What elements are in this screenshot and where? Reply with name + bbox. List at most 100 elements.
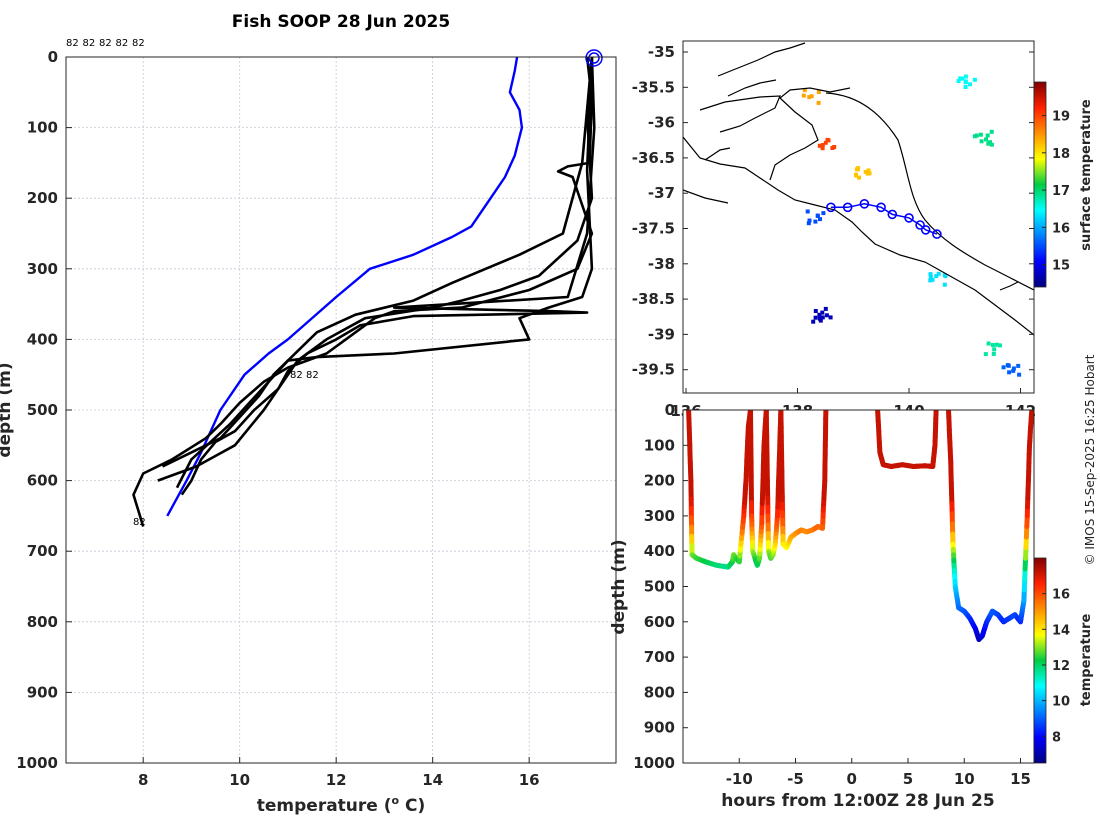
profile-id-label: 82	[66, 38, 79, 49]
sst-pixel	[807, 218, 812, 223]
profile-id-label: 82	[116, 38, 129, 49]
profile-inline-label: 82	[306, 370, 319, 381]
sst-pixel	[828, 315, 833, 320]
y-tick-label: 800	[644, 683, 675, 701]
track-point	[826, 202, 836, 213]
x-tick-label: 5	[903, 770, 913, 788]
y-tick-label: 400	[27, 330, 58, 348]
x-tick-label: 10	[229, 771, 250, 789]
sst-pixel	[942, 282, 947, 287]
profile-panel: 82 82 82 82 82 82 82 82 8 10 12 14 1601002003004…	[0, 38, 617, 816]
profile-id-label: 82	[83, 38, 96, 49]
sst-pixel	[821, 211, 826, 216]
sst-pixel	[972, 134, 977, 139]
x-tick-label: 10	[954, 770, 975, 788]
y-tick-label: 100	[644, 436, 675, 454]
sst-pixel	[988, 140, 992, 145]
sst-pixel	[991, 351, 996, 356]
sst-pixel	[994, 342, 999, 347]
colorbar-tick-label: 15	[1052, 259, 1070, 274]
y-tick-label: -35	[648, 43, 675, 61]
map-panel: 136138140142-35-35.5-36-36.5-37-37.5-38-…	[632, 40, 1094, 420]
sst-pixel	[811, 319, 816, 324]
sst-patches	[801, 74, 1022, 377]
sst-pixel	[1005, 363, 1010, 368]
y-tick-label: 600	[27, 472, 58, 490]
x-tick-label: 14	[422, 771, 443, 789]
sst-pixel	[817, 143, 822, 148]
sst-pixel	[928, 278, 933, 283]
track-point	[915, 220, 925, 230]
y-tick-label: 400	[644, 542, 675, 560]
track-point	[887, 209, 898, 220]
sst-pixel	[825, 137, 830, 142]
sst-pixel	[989, 129, 994, 134]
sst-pixel	[816, 100, 821, 105]
colorbar-tick-label: 10	[1052, 695, 1070, 710]
x-tick-label: 16	[519, 771, 540, 789]
track-point	[842, 202, 853, 213]
y-tick-label: 700	[644, 648, 675, 666]
section-colorbar-label: temperature	[1079, 614, 1094, 707]
colorbar-tick-label: 18	[1052, 147, 1070, 162]
profile-grid	[66, 56, 616, 764]
y-tick-label: -39	[648, 325, 675, 343]
coastline	[683, 42, 1034, 336]
profile-x-label: temperature (o C)	[257, 794, 426, 816]
y-tick-label: 900	[644, 719, 675, 737]
y-tick-label: -37.5	[632, 220, 675, 238]
start-marker	[585, 49, 603, 67]
series-profile-b	[180, 57, 594, 496]
sst-pixel	[815, 213, 820, 218]
map-colorbar: 15 16 17 18 19	[1033, 81, 1070, 288]
sst-pixel	[823, 140, 828, 145]
profile-ticks: 8 10 12 14 16 0 100 200 300 400 500 600 700 800 900 100…	[16, 48, 539, 789]
sst-pixel	[983, 352, 988, 357]
y-tick-label: -39.5	[632, 361, 675, 379]
sst-pixel	[928, 272, 933, 277]
sst-pixel	[813, 219, 818, 224]
sst-pixel	[1007, 370, 1012, 375]
track-point	[920, 225, 931, 235]
sst-pixel	[866, 168, 871, 173]
sst-pixel	[930, 277, 935, 282]
y-tick-label: 0	[665, 401, 675, 419]
y-tick-label: -36.5	[632, 149, 675, 167]
sst-pixel	[968, 82, 972, 87]
sst-pixel	[934, 274, 939, 279]
y-tick-label: 200	[644, 472, 675, 490]
series-profile-d	[157, 57, 596, 482]
sst-pixel	[813, 309, 818, 313]
x-tick-label: 12	[326, 771, 347, 789]
sst-pixel	[820, 146, 825, 151]
sst-pixel	[807, 95, 812, 100]
track-point	[859, 199, 870, 209]
sst-pixel	[1016, 363, 1021, 368]
sst-pixel	[818, 217, 822, 222]
sst-pixel	[989, 142, 994, 147]
sst-pixel	[802, 88, 807, 93]
x-tick-label: 8	[138, 771, 148, 789]
series-profile-c	[175, 57, 594, 489]
sst-pixel	[823, 306, 828, 311]
x-tick-label: -5	[787, 770, 804, 788]
sst-pixel	[809, 94, 814, 99]
sst-pixel	[805, 209, 810, 214]
sst-pixel	[985, 133, 990, 138]
x-tick-label: 15	[1010, 770, 1031, 788]
sst-pixel	[972, 77, 977, 82]
profile-id-label: 82	[99, 38, 112, 49]
profile-id-label: 82	[132, 38, 145, 49]
y-tick-label: -38	[648, 255, 675, 273]
y-tick-label: 0	[48, 48, 58, 66]
profile-inline-label: 82	[290, 370, 303, 381]
dive-tracks	[686, 410, 1034, 642]
sst-pixel	[1001, 365, 1006, 370]
chart-title: Fish SOOP 28 Jun 2025	[232, 12, 450, 32]
sst-pixel	[830, 146, 835, 150]
y-tick-label: -35.5	[632, 78, 675, 96]
sst-pixel	[801, 93, 806, 98]
series-profile-e	[161, 57, 594, 468]
sst-pixel	[820, 315, 825, 320]
